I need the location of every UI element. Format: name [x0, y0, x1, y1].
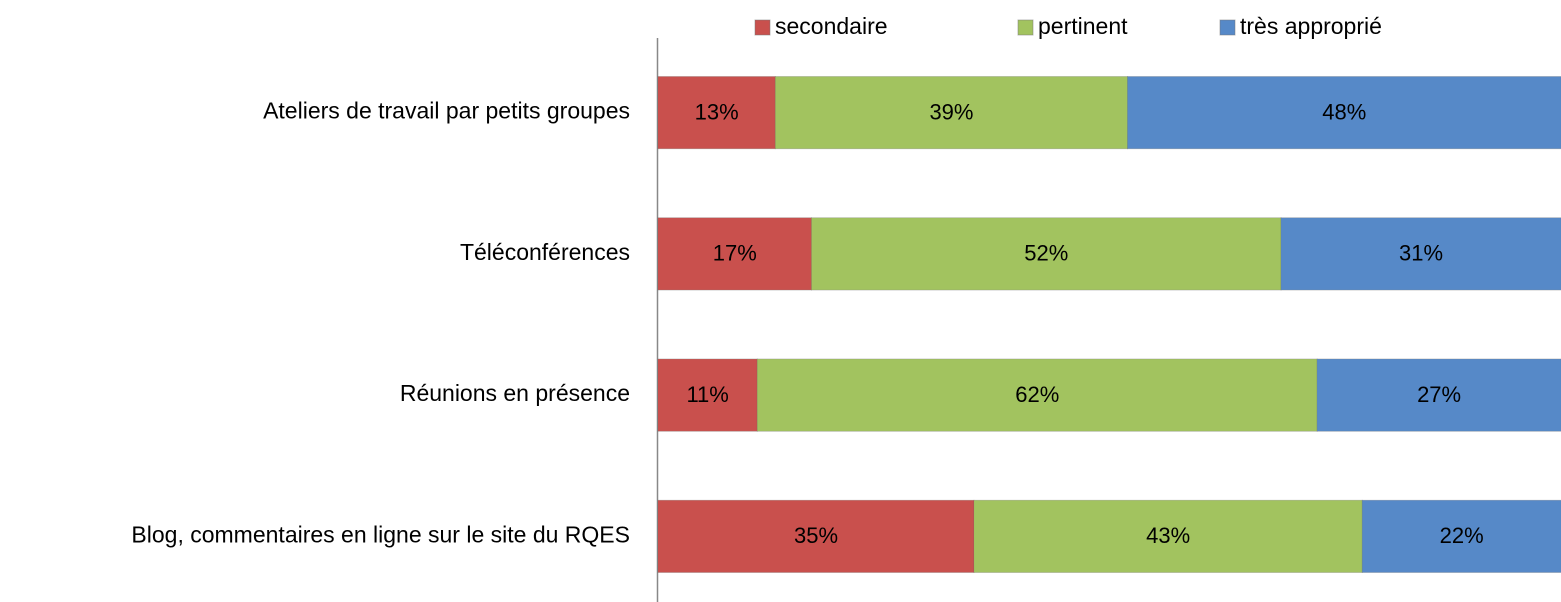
data-label: 35%: [794, 523, 838, 548]
data-label: 39%: [929, 99, 973, 124]
data-label: 43%: [1146, 523, 1190, 548]
data-label: 31%: [1399, 241, 1443, 266]
legend-label: très approprié: [1240, 13, 1382, 39]
category-label: Réunions en présence: [400, 380, 630, 406]
data-label: 52%: [1024, 241, 1068, 266]
data-label: 22%: [1440, 523, 1484, 548]
category-label: Téléconférences: [460, 239, 630, 265]
data-label: 62%: [1015, 382, 1059, 407]
data-label: 27%: [1417, 382, 1461, 407]
legend-swatch: [1017, 19, 1034, 36]
data-label: 48%: [1322, 99, 1366, 124]
data-label: 17%: [713, 241, 757, 266]
category-label: Blog, commentaires en ligne sur le site …: [131, 521, 630, 547]
category-label: Ateliers de travail par petits groupes: [263, 98, 630, 124]
data-label: 13%: [695, 99, 739, 124]
legend-label: pertinent: [1038, 13, 1128, 39]
legend-swatch: [1219, 19, 1236, 36]
legend-swatch: [754, 19, 771, 36]
legend-label: secondaire: [775, 13, 888, 39]
data-label: 11%: [686, 382, 728, 407]
